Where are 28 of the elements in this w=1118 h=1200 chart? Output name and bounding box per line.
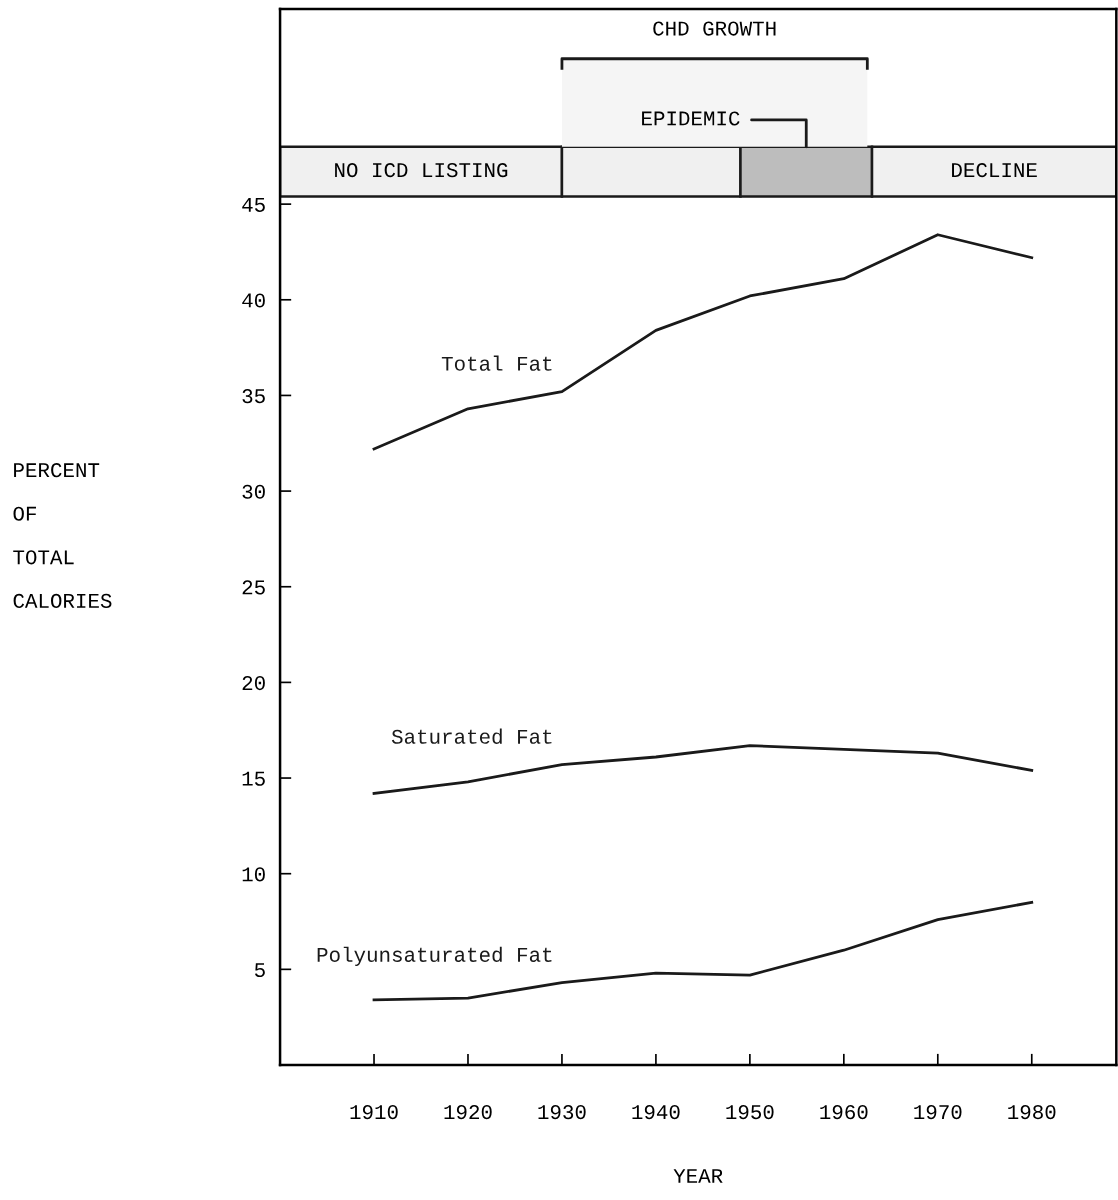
y-tick-label: 40 (242, 293, 265, 308)
y-tick-label: 30 (242, 484, 265, 499)
x-axis-title: YEAR (673, 1169, 723, 1183)
band-label: NO ICD LISTING (335, 163, 508, 178)
x-tick-label: 1970 (914, 1105, 962, 1120)
x-tick-label: 1950 (726, 1105, 774, 1120)
band-label: CHD GROWTH (653, 21, 776, 36)
band-label: DECLINE (952, 163, 1037, 178)
line-series (372, 744, 1034, 795)
annotation: EPIDEMIC (642, 111, 740, 126)
x-tick-label: 1940 (632, 1105, 680, 1120)
series-label: Saturated Fat (391, 728, 552, 744)
x-tick-label: 1910 (350, 1105, 398, 1120)
y-tick-label: 15 (242, 771, 265, 786)
y-tick-label: 45 (242, 197, 265, 212)
x-tick-label: 1920 (444, 1105, 492, 1120)
line-series (372, 233, 1034, 451)
x-tick-label: 1930 (538, 1105, 586, 1120)
text: PERCENT OF TOTAL CALORIES (13, 463, 112, 608)
series-label: Polyunsaturated Fat (317, 946, 552, 967)
y-tick-label: 10 (242, 867, 265, 882)
y-tick-label: 5 (254, 963, 265, 978)
x-tick-label: 1960 (820, 1105, 868, 1120)
series-label: Total Fat (441, 355, 552, 371)
y-tick-label: 25 (242, 580, 265, 595)
y-tick-label: 20 (242, 676, 265, 691)
y-tick-label: 35 (242, 389, 265, 404)
x-tick-label: 1980 (1008, 1105, 1056, 1120)
